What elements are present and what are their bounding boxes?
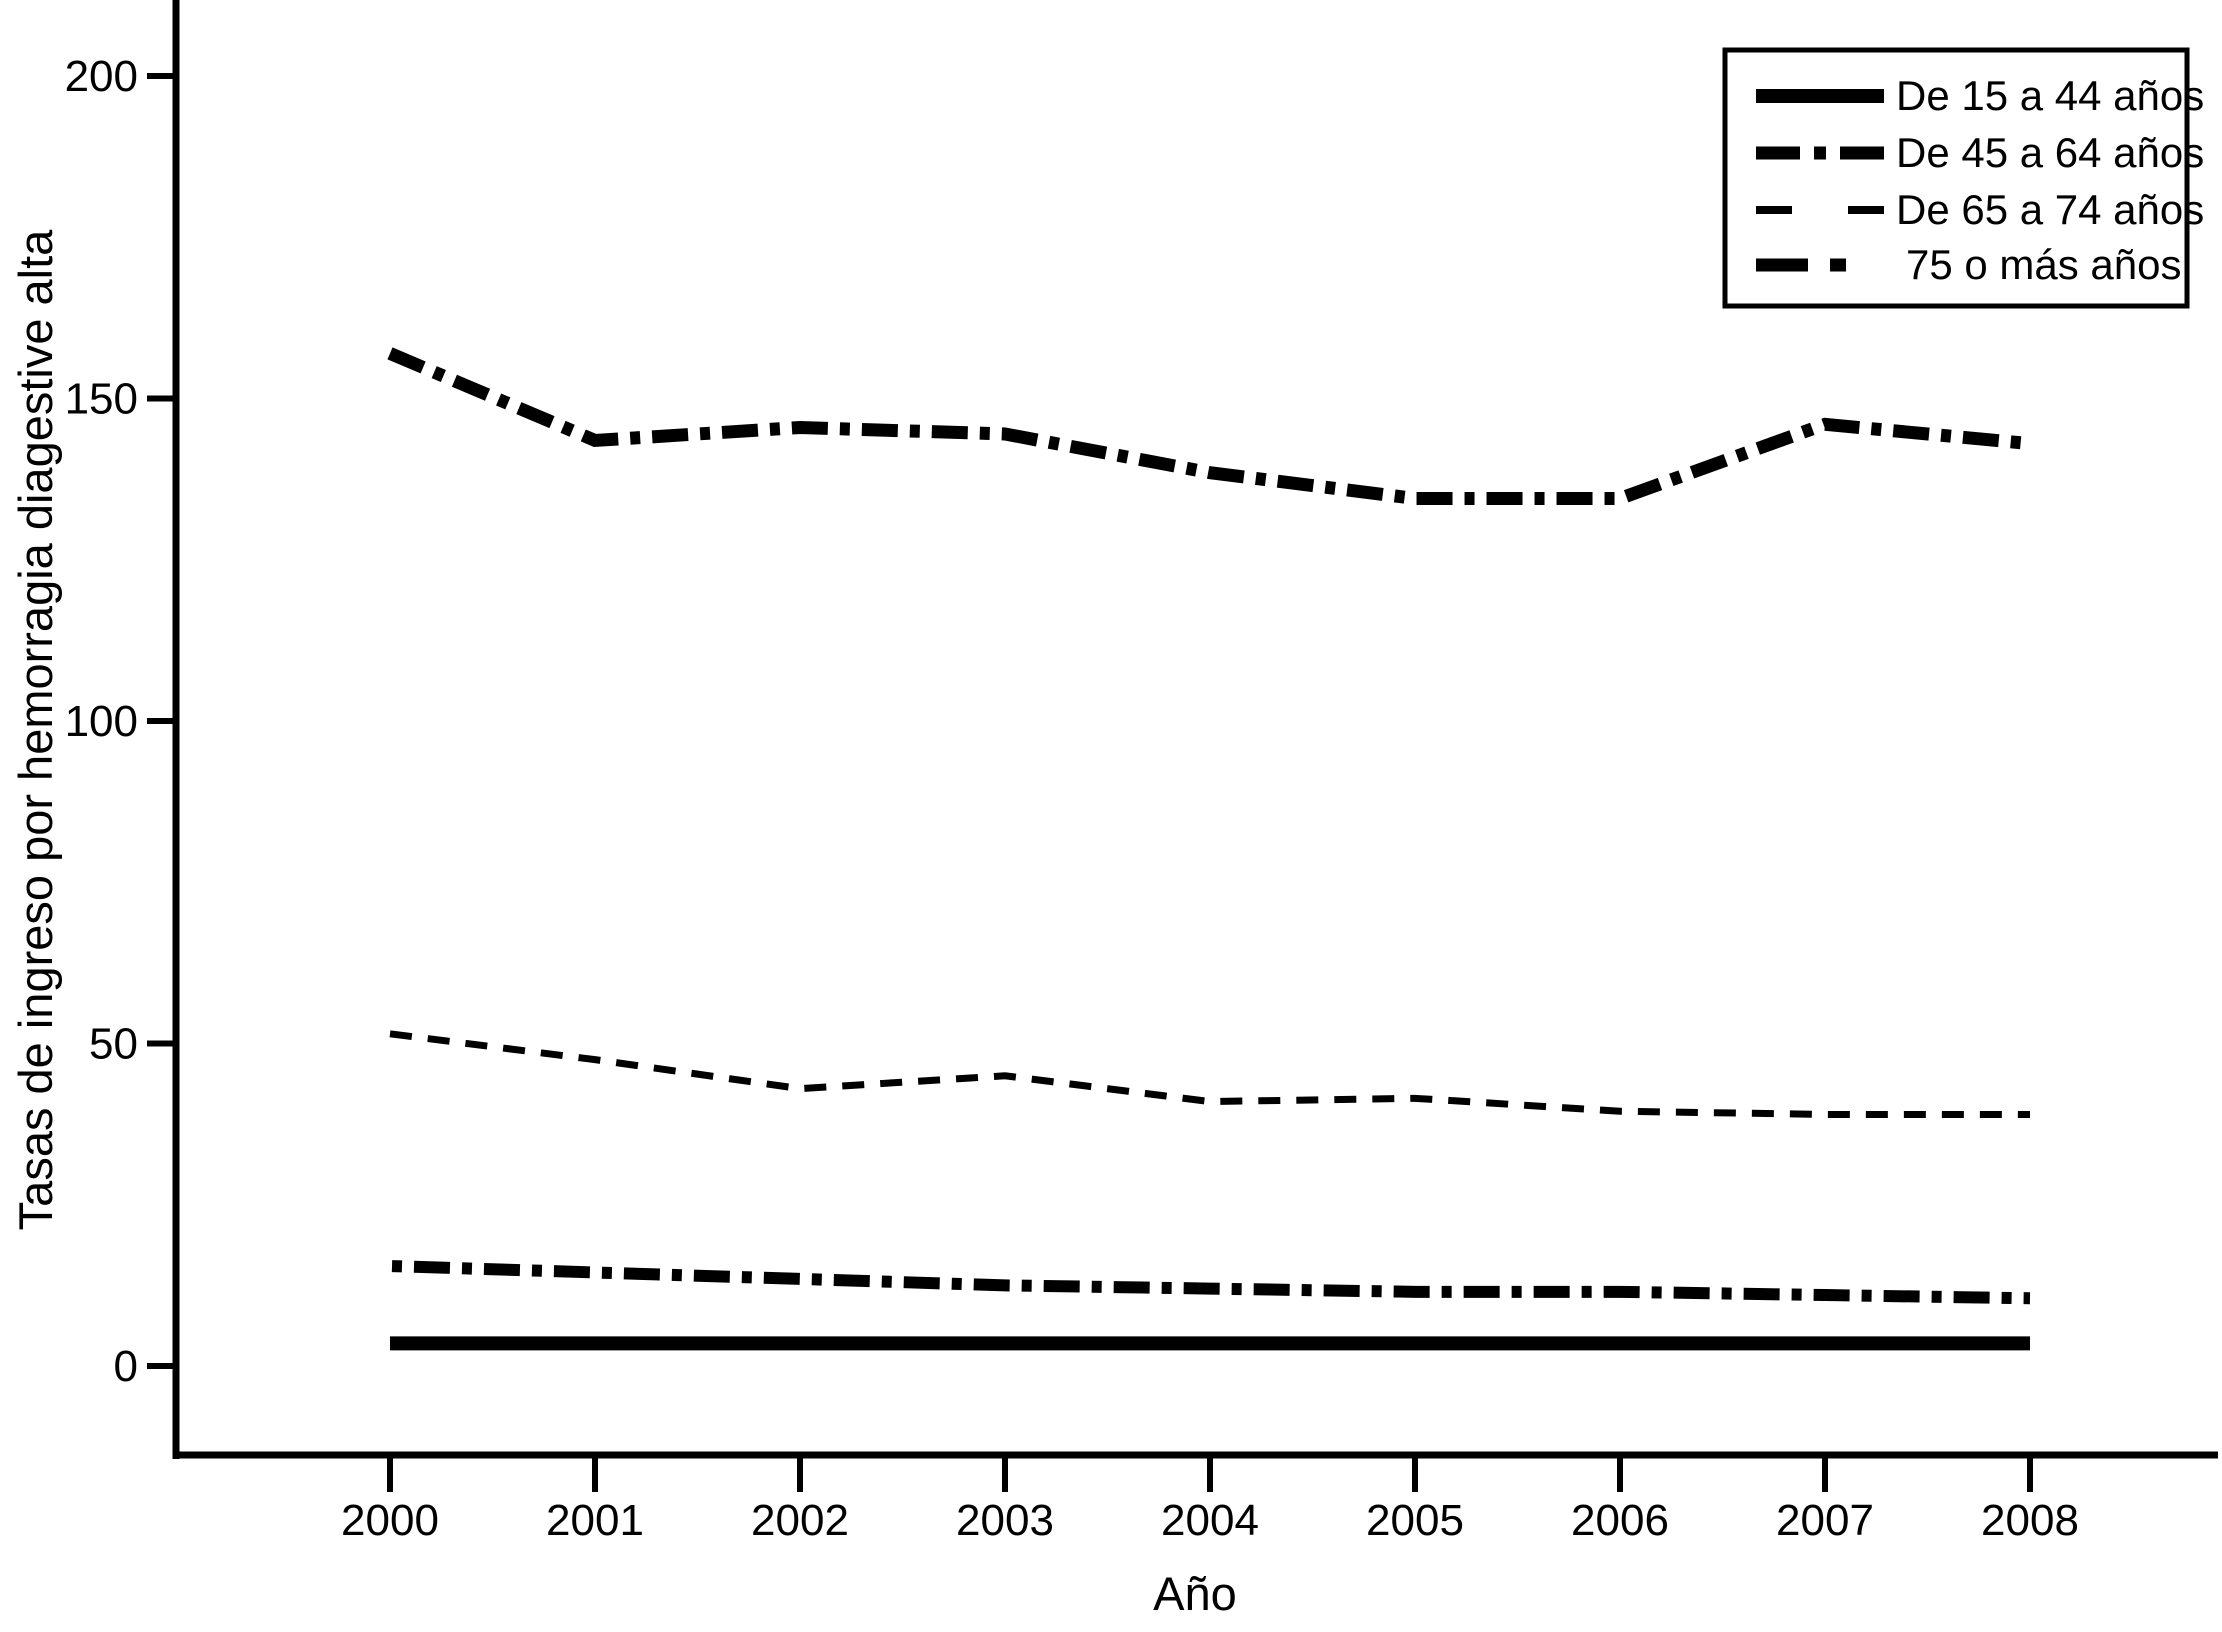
legend: De 15 a 44 años De 45 a 64 años De 65 a … <box>1722 47 2204 309</box>
x-tick-label: 2005 <box>1366 1496 1464 1545</box>
series-line-3 <box>387 347 2031 505</box>
y-tick-label: 50 <box>89 1020 138 1069</box>
legend-label: De 15 a 44 años <box>1896 72 2204 119</box>
y-tick-label: 0 <box>114 1342 138 1391</box>
x-tick-label: 2001 <box>546 1496 644 1545</box>
legend-item: De 45 a 64 años <box>1756 129 2204 176</box>
axis-ticks: 0 50 100 150 200 2000 2001 2002 2003 2004 2005 2006… <box>65 52 2079 1545</box>
series-line-1 <box>389 1260 2031 1305</box>
y-tick-label: 150 <box>65 375 138 424</box>
x-tick-label: 2004 <box>1161 1496 1259 1545</box>
series-lines <box>387 347 2031 1351</box>
x-tick-label: 2008 <box>1981 1496 2079 1545</box>
legend-label: De 45 a 64 años <box>1896 129 2204 176</box>
y-axis-title: Tasas de ingreso por hemorragia diagesti… <box>9 229 62 1230</box>
x-tick-label: 2006 <box>1571 1496 1669 1545</box>
x-tick-label: 2007 <box>1776 1496 1874 1545</box>
x-tick-label: 2000 <box>341 1496 439 1545</box>
x-tick-label: 2002 <box>751 1496 849 1545</box>
series-line-2 <box>389 1030 2030 1118</box>
legend-item: De 15 a 44 años <box>1756 72 2204 119</box>
legend-label: De 65 a 74 años <box>1896 186 2204 233</box>
legend-item: De 65 a 74 años <box>1756 186 2204 233</box>
legend-label: 75 o más años <box>1906 241 2182 288</box>
x-axis-title: Año <box>1153 1567 1237 1620</box>
x-tick-label: 2003 <box>956 1496 1054 1545</box>
legend-item: 75 o más años <box>1756 241 2182 288</box>
y-tick-label: 100 <box>65 697 138 746</box>
y-tick-label: 200 <box>65 52 138 101</box>
